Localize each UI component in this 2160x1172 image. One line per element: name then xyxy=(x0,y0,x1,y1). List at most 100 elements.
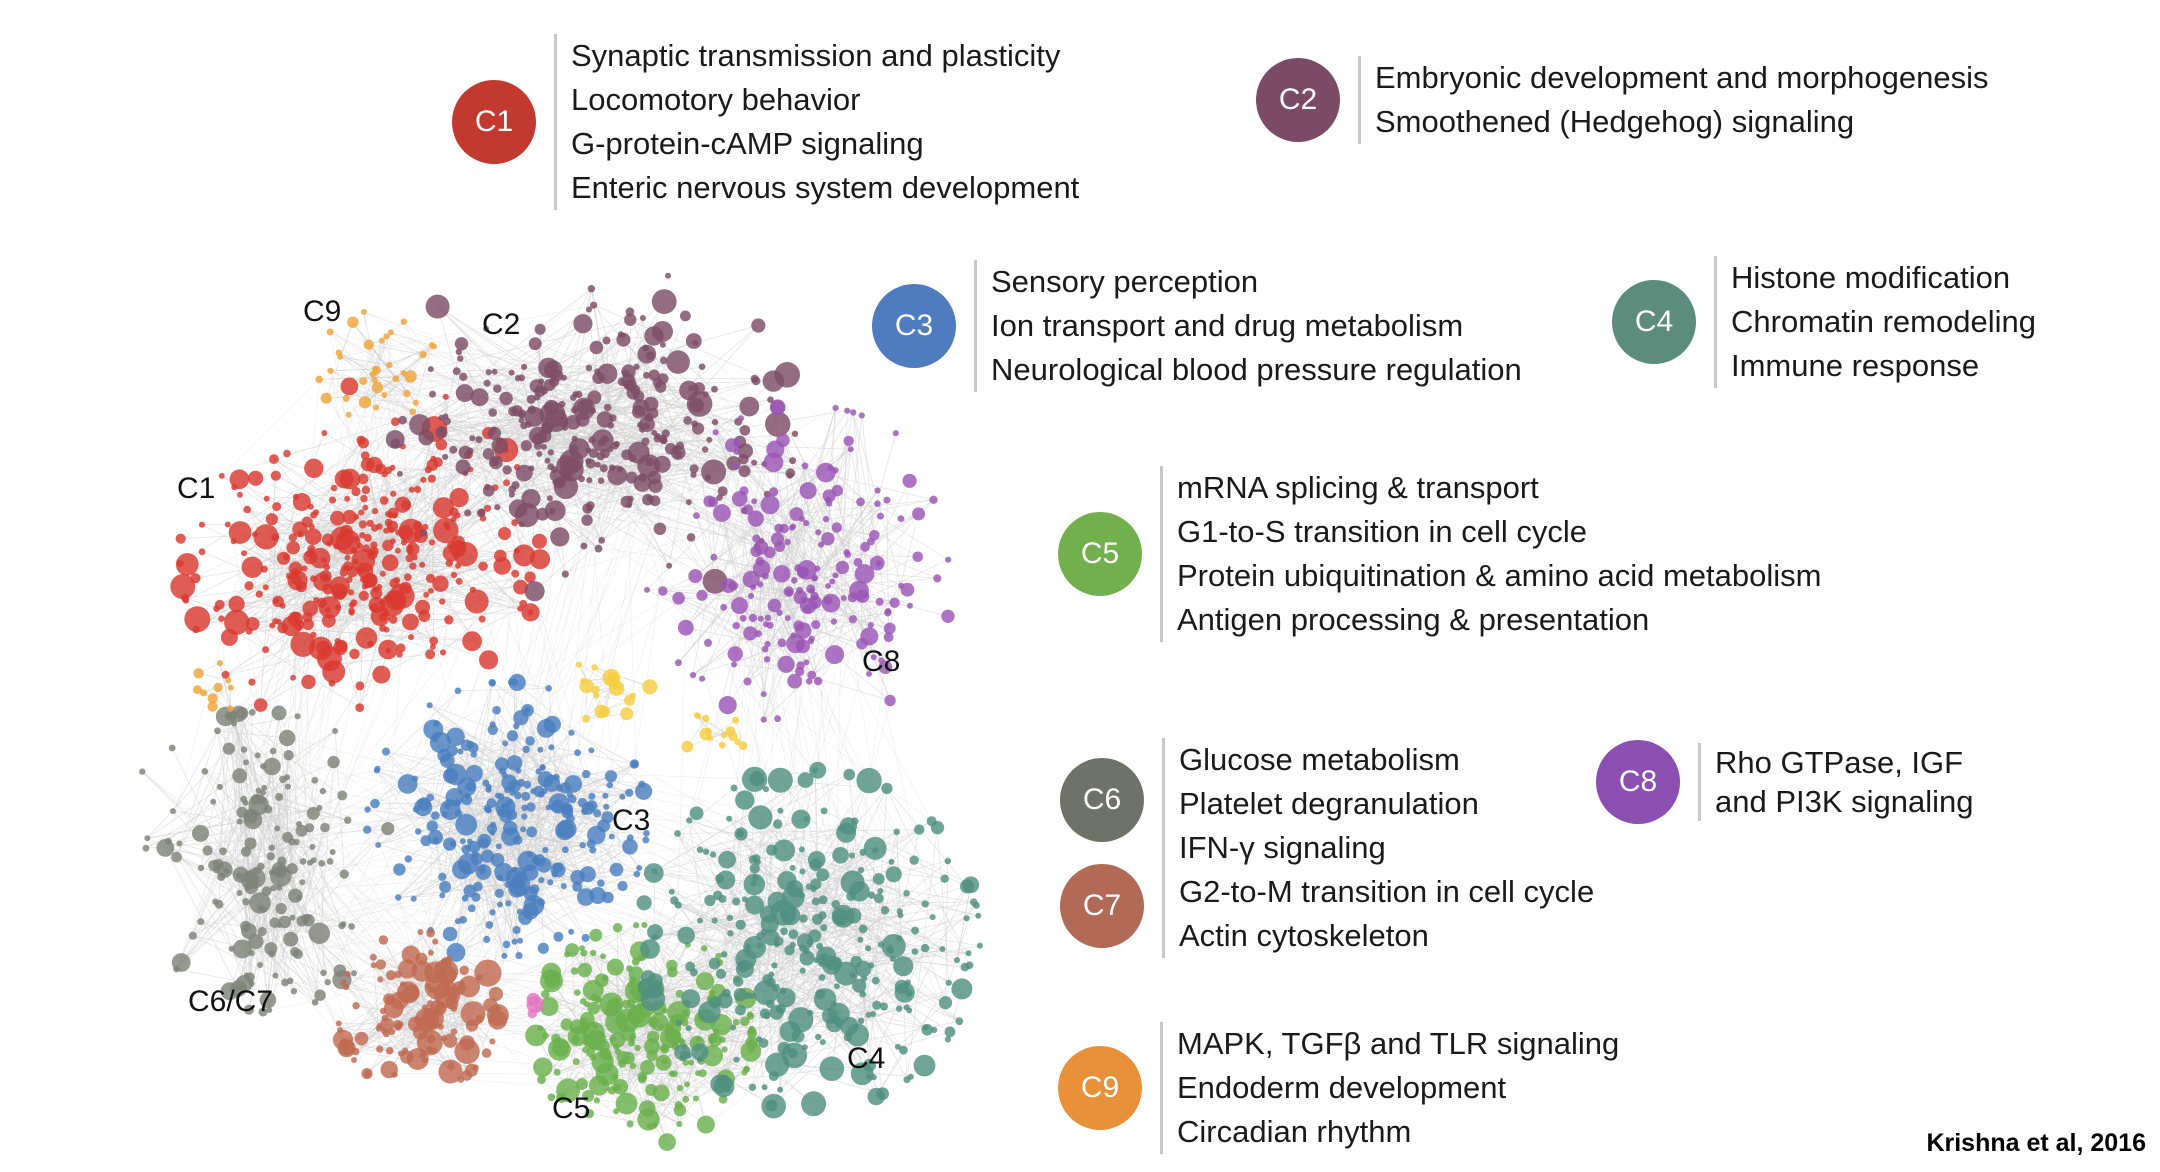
network-node-c2 xyxy=(493,384,502,393)
network-edge xyxy=(897,1031,951,1048)
network-node-c6 xyxy=(257,926,267,937)
network-edge xyxy=(555,482,643,511)
network-node-c2 xyxy=(660,436,668,445)
network-edge xyxy=(429,704,513,737)
network-node-c1 xyxy=(366,519,374,527)
network-edge xyxy=(593,304,695,425)
network-node-c3 xyxy=(617,880,628,892)
network-edge xyxy=(512,366,525,412)
network-node-c2 xyxy=(600,448,610,459)
network-node-c5 xyxy=(606,958,624,976)
network-node-c2 xyxy=(419,529,428,537)
network-node-c6 xyxy=(299,858,307,865)
network-node-c1 xyxy=(498,527,511,540)
network-node-c3 xyxy=(495,796,516,818)
network-edge xyxy=(201,551,387,631)
network-node-c3 xyxy=(523,780,532,789)
network-edge xyxy=(821,930,916,958)
network-node-c1 xyxy=(176,559,184,568)
network-edge xyxy=(314,762,334,1003)
network-node-c3 xyxy=(370,798,380,809)
network-edge xyxy=(305,869,617,919)
network-node-c3 xyxy=(439,880,452,893)
network-node-c2 xyxy=(653,522,667,536)
network-node-c2 xyxy=(518,417,525,424)
network-node-c1 xyxy=(503,479,511,487)
network-node-c2 xyxy=(587,285,596,293)
network-node-c1 xyxy=(432,575,449,592)
network-node-c6 xyxy=(269,747,277,755)
network-edge xyxy=(534,854,714,902)
network-node-c8 xyxy=(818,541,825,548)
network-edge xyxy=(346,949,573,988)
network-node-c5 xyxy=(682,1059,689,1066)
network-edge xyxy=(778,499,829,529)
network-edge xyxy=(386,336,404,447)
network-node-c6 xyxy=(216,783,223,791)
network-node-c8 xyxy=(867,622,874,629)
network-edge xyxy=(369,513,389,581)
network-node-c2 xyxy=(482,448,495,460)
network-edge xyxy=(514,827,842,871)
network-node-c2 xyxy=(673,450,682,459)
network-node-c6 xyxy=(271,705,287,721)
network-edge xyxy=(390,332,745,472)
network-node-c6 xyxy=(240,746,248,753)
network-node-c3 xyxy=(636,865,643,871)
network-node-c8 xyxy=(811,574,819,582)
network-node-c3 xyxy=(438,872,447,881)
network-node-c2 xyxy=(452,367,461,376)
network-node-c5 xyxy=(587,1001,600,1015)
network-node-c1 xyxy=(427,587,434,594)
network-node-c2 xyxy=(739,396,760,417)
network-node-c3 xyxy=(363,825,372,834)
network-node-c1 xyxy=(269,622,276,629)
network-node-c1 xyxy=(414,485,422,493)
network-edge xyxy=(326,393,407,399)
network-node-c3 xyxy=(586,800,598,812)
network-edge xyxy=(612,417,646,442)
network-edge xyxy=(332,497,460,501)
network-edge xyxy=(313,464,375,516)
network-node-c1 xyxy=(260,565,268,573)
network-node-c3 xyxy=(608,833,615,840)
network-node-c8 xyxy=(860,627,879,646)
network-node-c8 xyxy=(876,512,884,520)
network-edge xyxy=(760,774,850,818)
network-node-c9 xyxy=(345,411,352,418)
network-node-c3 xyxy=(553,931,564,942)
network-node-c3 xyxy=(395,894,402,901)
network-node-c3 xyxy=(483,804,492,812)
network-node-c6 xyxy=(202,845,213,856)
network-node-c2 xyxy=(398,415,407,425)
network-node-c2 xyxy=(616,466,623,473)
network-node-c3 xyxy=(525,736,535,746)
network-node-c3 xyxy=(483,935,491,944)
network-edge xyxy=(573,378,664,449)
network-edge xyxy=(507,884,832,965)
network-edge xyxy=(226,870,464,921)
network-edge xyxy=(774,449,796,644)
network-edge xyxy=(442,876,675,901)
network-node-c2 xyxy=(528,337,542,351)
network-node-c8 xyxy=(774,715,781,723)
network-node-c8 xyxy=(799,482,817,500)
network-edge xyxy=(789,601,880,951)
network-edge xyxy=(259,593,444,653)
network-edge xyxy=(471,438,498,508)
network-node-c1 xyxy=(218,472,225,479)
network-edge xyxy=(239,775,462,870)
network-node-c6 xyxy=(282,831,294,843)
network-edge xyxy=(345,398,389,546)
network-node-c6 xyxy=(260,763,267,770)
network-node-c1 xyxy=(253,524,279,550)
network-edge xyxy=(848,825,870,1066)
network-edge xyxy=(463,376,762,542)
network-edge xyxy=(654,1042,752,1126)
network-edge xyxy=(363,380,381,617)
network-node-c8 xyxy=(805,678,813,685)
network-node-c3 xyxy=(631,760,639,768)
network-edge xyxy=(648,465,878,504)
network-edge xyxy=(538,771,781,781)
network-node-c6 xyxy=(340,921,347,928)
